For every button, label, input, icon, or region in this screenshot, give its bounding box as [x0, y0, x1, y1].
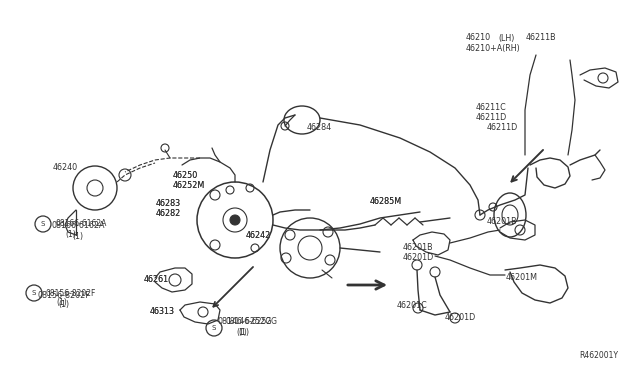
- Text: 46285M: 46285M: [370, 198, 402, 206]
- Text: 46201B: 46201B: [403, 244, 434, 253]
- Text: (LH): (LH): [498, 33, 515, 42]
- Text: 08156-8202F: 08156-8202F: [38, 291, 91, 299]
- Text: (1): (1): [56, 298, 67, 308]
- Text: 08166-6162A: 08166-6162A: [55, 219, 106, 228]
- Text: 46250: 46250: [173, 170, 198, 180]
- Text: 46283: 46283: [156, 199, 181, 208]
- Text: 46242: 46242: [246, 231, 271, 240]
- Text: 46240: 46240: [53, 164, 78, 173]
- Text: 46211B: 46211B: [526, 33, 557, 42]
- Text: (1): (1): [236, 328, 247, 337]
- Text: 46261: 46261: [144, 276, 169, 285]
- Text: 08156-8202F: 08156-8202F: [46, 289, 97, 298]
- Text: R462001Y: R462001Y: [579, 350, 618, 359]
- Text: 46252M: 46252M: [173, 180, 205, 189]
- Text: (1): (1): [65, 230, 76, 238]
- Text: 46211D: 46211D: [487, 124, 518, 132]
- Text: 46282: 46282: [156, 208, 181, 218]
- Text: 46201M: 46201M: [506, 273, 538, 282]
- Text: 46210+A(RH): 46210+A(RH): [466, 44, 521, 52]
- Text: 08166-6162A: 08166-6162A: [52, 221, 106, 231]
- Text: 08146-6252G: 08146-6252G: [218, 317, 273, 327]
- Text: (1): (1): [238, 328, 249, 337]
- Text: 46211D: 46211D: [476, 112, 508, 122]
- Text: 46211C: 46211C: [476, 103, 507, 112]
- Text: S: S: [212, 325, 216, 331]
- Text: 46261: 46261: [144, 276, 169, 285]
- Text: S: S: [32, 290, 36, 296]
- Text: (1): (1): [58, 301, 69, 310]
- Text: 46313: 46313: [150, 308, 175, 317]
- Text: (1): (1): [72, 231, 83, 241]
- Text: 46282: 46282: [156, 208, 181, 218]
- Text: 46242: 46242: [246, 231, 271, 240]
- Text: 46285M: 46285M: [370, 198, 402, 206]
- Text: 46201C: 46201C: [397, 301, 428, 311]
- Text: 46313: 46313: [150, 308, 175, 317]
- Text: 46252M: 46252M: [173, 180, 205, 189]
- Text: 46210: 46210: [466, 33, 491, 42]
- Text: S: S: [41, 221, 45, 227]
- Text: 46250: 46250: [173, 170, 198, 180]
- Text: 08146-6252G: 08146-6252G: [226, 317, 278, 327]
- Text: 46201D: 46201D: [445, 314, 476, 323]
- Text: 46201B: 46201B: [487, 218, 518, 227]
- Text: 46284: 46284: [307, 124, 332, 132]
- Text: 46283: 46283: [156, 199, 181, 208]
- Circle shape: [230, 215, 240, 225]
- Text: 46201D: 46201D: [403, 253, 435, 263]
